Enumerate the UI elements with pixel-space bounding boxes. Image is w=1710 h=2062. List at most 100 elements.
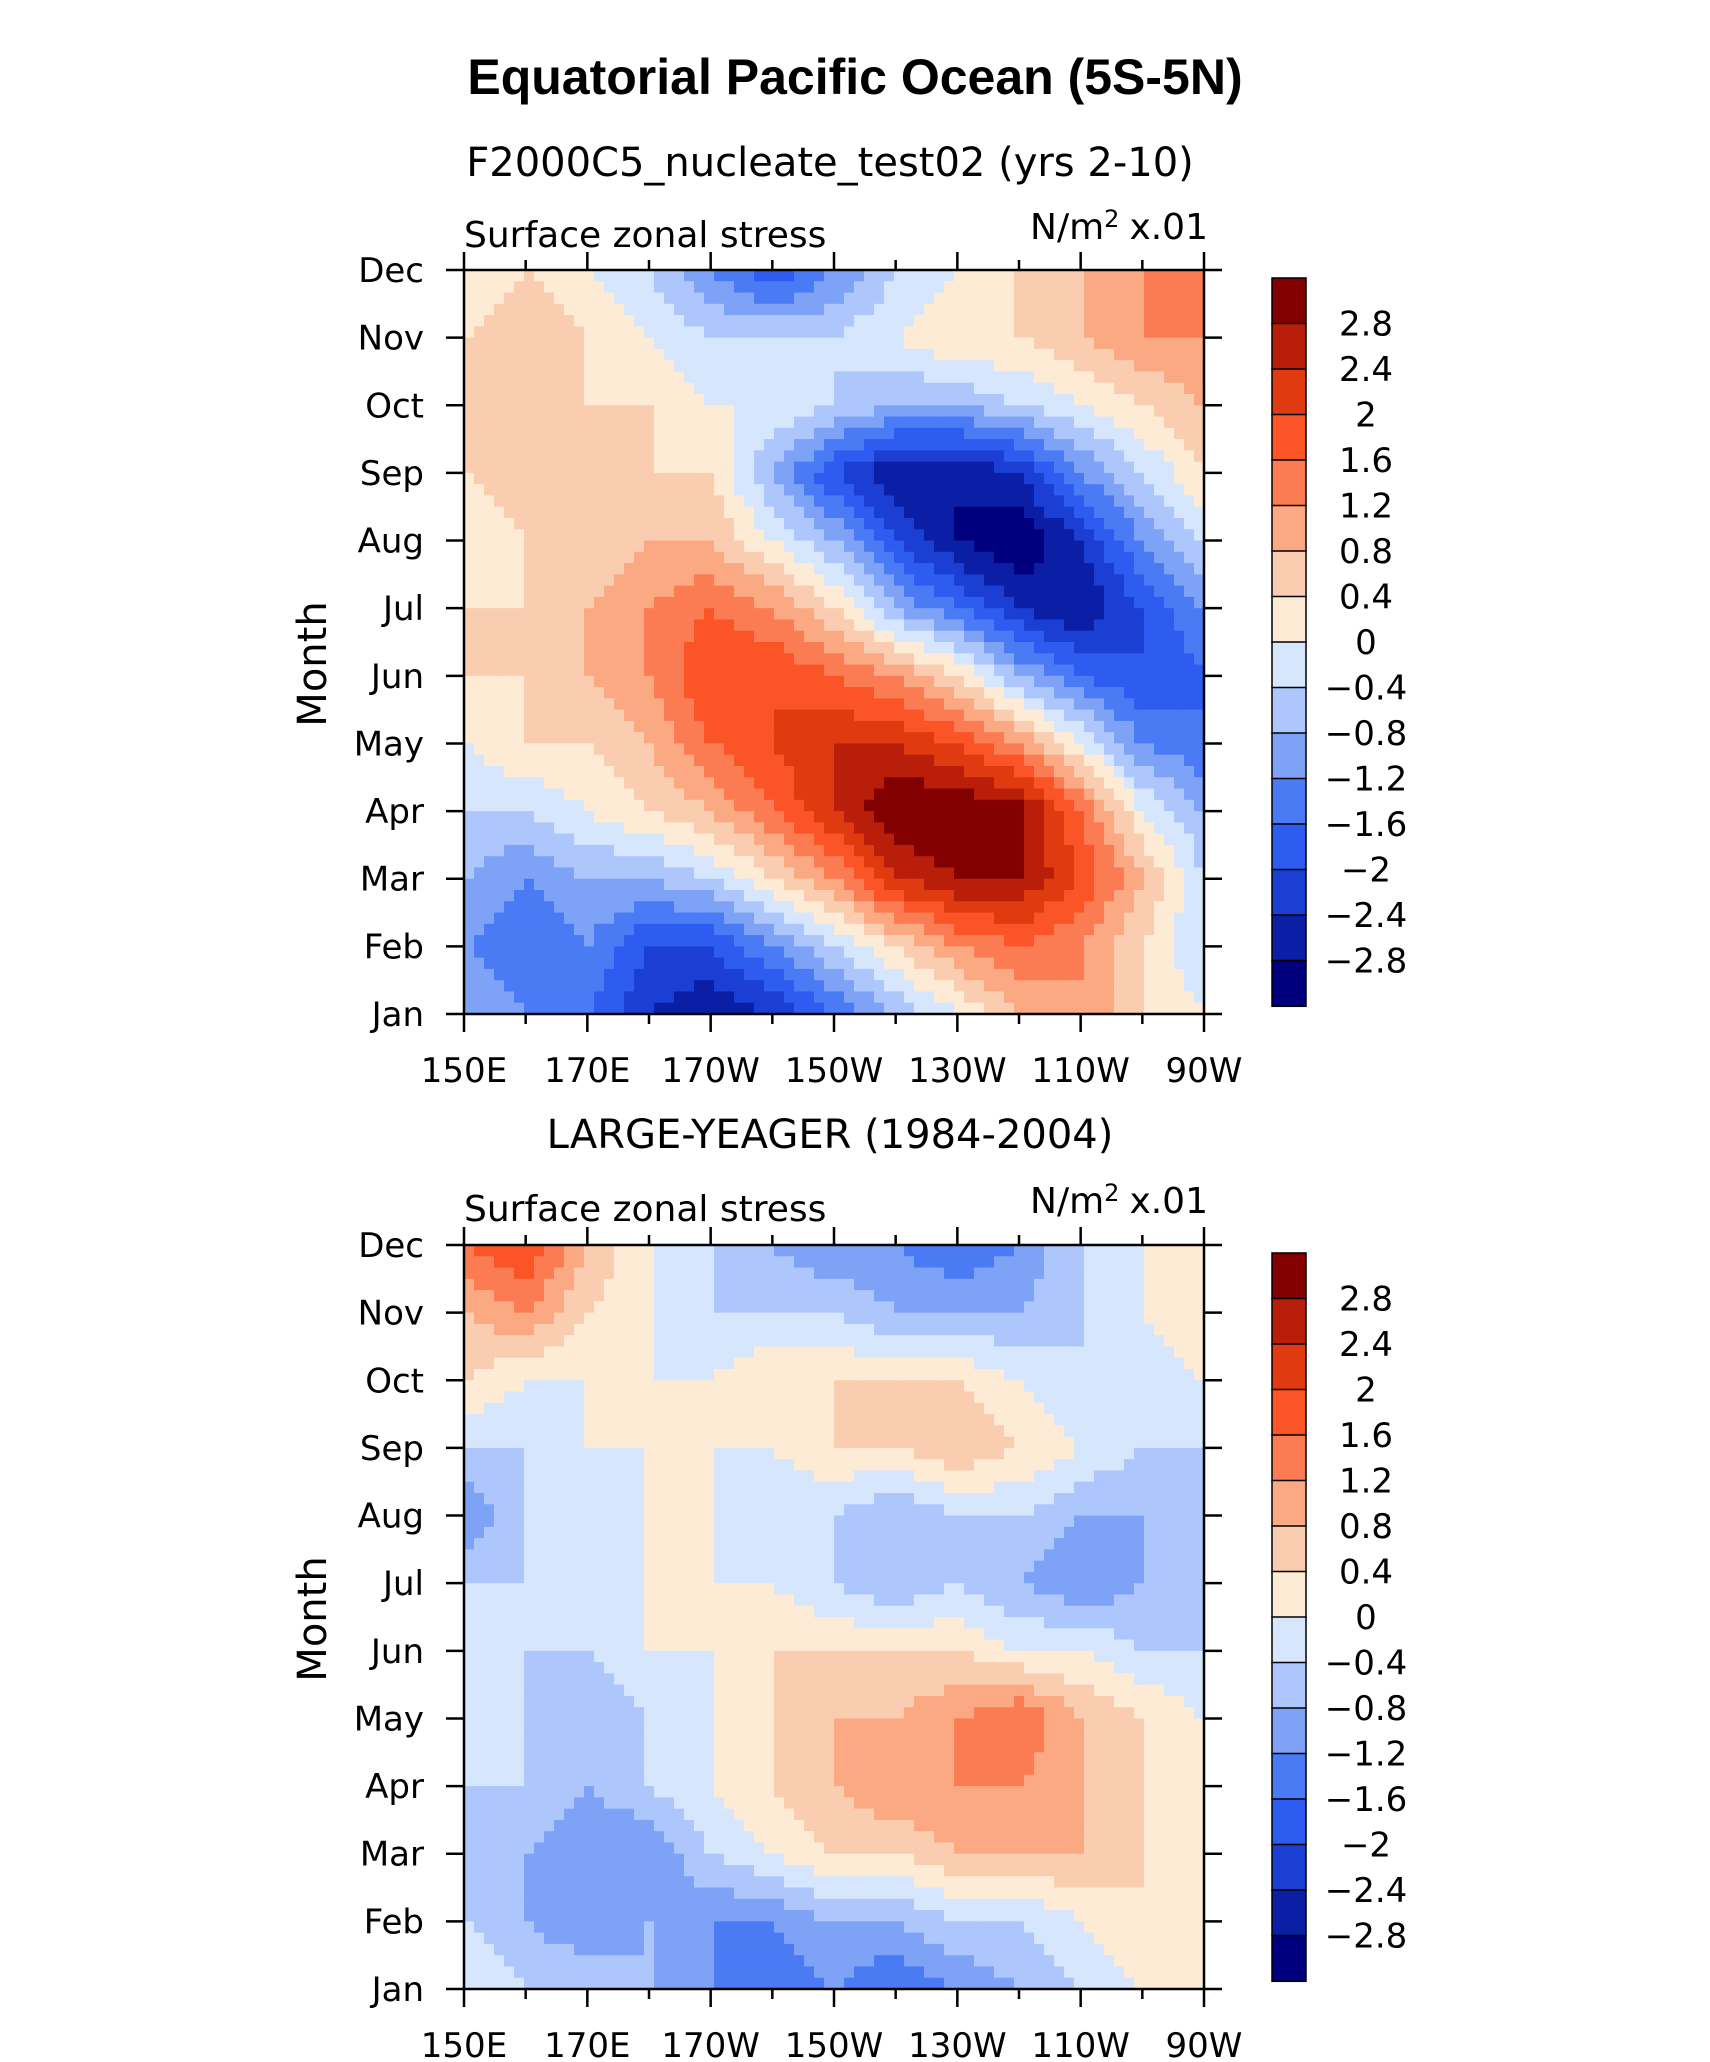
heatmap-cell [1144,743,1155,756]
heatmap-cell [974,968,985,981]
heatmap-cell [794,675,805,688]
heatmap-cell [1134,822,1145,835]
heatmap-cell [914,766,925,778]
heatmap-cell [534,461,545,474]
heatmap-cell [754,596,765,609]
heatmap-cell [844,777,855,790]
heatmap-cell [844,270,855,282]
heatmap-cell [614,630,625,643]
heatmap-cell [734,991,745,1004]
heatmap-cell [724,382,735,395]
heatmap-cell [514,394,525,406]
heatmap-cell [784,529,795,542]
heatmap-cell [644,856,655,869]
heatmap-cell [544,495,555,508]
heatmap-cell [834,957,845,970]
heatmap-cell [954,529,965,542]
heatmap-cell [524,856,535,869]
heatmap-cell [554,732,565,745]
heatmap-cell [984,777,995,790]
heatmap-cell [784,360,795,373]
heatmap-cell [1064,777,1075,790]
heatmap-cell [824,348,835,361]
heatmap-cell [824,416,835,429]
heatmap-cell [1134,878,1145,891]
heatmap-cell [994,766,1005,778]
heatmap-cell [934,596,945,609]
heatmap-cell [644,890,655,902]
heatmap-cell [964,495,975,508]
heatmap-cell [1044,1002,1055,1015]
heatmap-cell [1034,529,1045,542]
heatmap-cell [834,890,845,902]
heatmap-cell [634,292,645,305]
heatmap-cell [734,732,745,745]
heatmap-cell [504,799,515,812]
heatmap-cell [804,427,815,440]
heatmap-cell [834,923,845,936]
heatmap-cell [594,551,605,564]
heatmap-cell [794,281,805,294]
heatmap-cell [954,405,965,418]
heatmap-cell [874,732,885,745]
heatmap-cell [694,1002,705,1015]
heatmap-cell [854,991,865,1004]
heatmap-cell [684,980,695,993]
heatmap-cell [894,957,905,970]
heatmap-cell [624,991,635,1004]
heatmap-cell [1164,585,1175,598]
heatmap-cell [574,822,585,835]
heatmap-cell [914,867,925,880]
heatmap-cell [714,337,725,350]
heatmap-cell [634,698,645,711]
heatmap-cell [944,935,955,947]
heatmap-cell [614,585,625,598]
heatmap-cell [494,980,505,993]
heatmap-cell [544,630,555,643]
heatmap-cell [1034,980,1045,993]
heatmap-cell [1104,326,1115,339]
heatmap-cell [704,439,715,451]
heatmap-cell [854,450,865,463]
heatmap-cell [1104,619,1115,632]
heatmap-cell [1154,563,1165,575]
heatmap-cell [1194,394,1205,406]
heatmap-cell [914,698,925,711]
heatmap-cell [1114,991,1125,1004]
heatmap-cell [1114,585,1125,598]
heatmap-cell [624,270,635,282]
heatmap-cell [894,484,905,497]
heatmap-cell [654,946,665,959]
heatmap-cell [904,303,915,316]
heatmap-cell [984,596,995,609]
heatmap-cell [514,675,525,688]
heatmap-cell [564,642,575,654]
heatmap-cell [984,281,995,294]
heatmap-cell [994,551,1005,564]
heatmap-cell [994,653,1005,666]
heatmap-cell [834,788,845,801]
heatmap-cell [744,382,755,395]
heatmap-cell [1114,574,1125,587]
heatmap-cell [644,698,655,711]
panel-1-units-base: N/m [1030,207,1104,248]
heatmap-cell [674,315,685,327]
heatmap-cell [634,664,645,677]
heatmap-cell [714,968,725,981]
colorbar-label: 2 [1355,396,1377,436]
heatmap-cell [924,788,935,801]
heatmap-cell [674,574,685,587]
heatmap-cell [974,484,985,497]
heatmap-cell [534,923,545,936]
heatmap-cell [494,822,505,835]
heatmap-cell [934,303,945,316]
heatmap-cell [704,709,715,722]
heatmap-cell [724,529,735,542]
heatmap-cell [734,394,745,406]
heatmap-cell [834,630,845,643]
heatmap-cell [704,980,715,993]
heatmap-cell [1094,495,1105,508]
heatmap-cell [1164,1002,1175,1015]
heatmap-cell [1064,585,1075,598]
heatmap-cell [1044,957,1055,970]
